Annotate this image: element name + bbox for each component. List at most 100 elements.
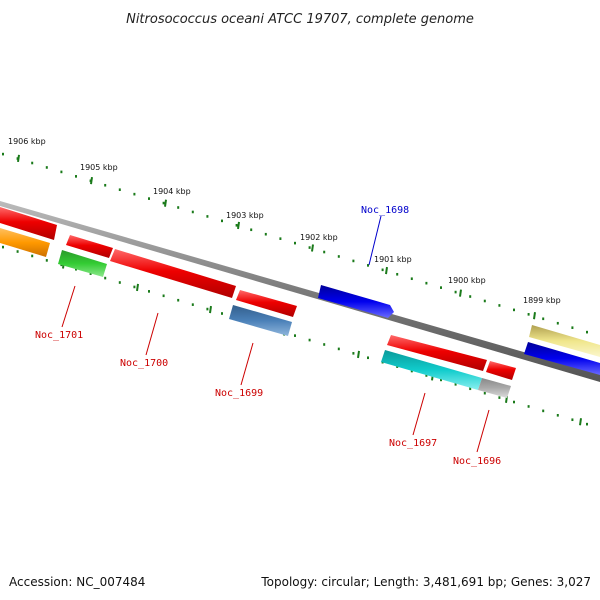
inner-scale-minor-tick bbox=[206, 307, 209, 311]
inner-scale-minor-tick bbox=[89, 272, 92, 275]
inner-scale-minor-tick bbox=[440, 378, 442, 382]
gene-label-leaders bbox=[61, 215, 490, 453]
leader-noc-1698 bbox=[368, 215, 382, 266]
inner-scale-minor-tick bbox=[513, 400, 515, 404]
gene-label-noc-1700[interactable]: Noc_1700 bbox=[120, 358, 168, 369]
outer-scale-minor-tick bbox=[498, 304, 501, 307]
outer-scale-major-tick bbox=[164, 199, 167, 207]
outer-scale-minor-tick bbox=[264, 232, 267, 236]
outer-scale-minor-tick bbox=[425, 281, 428, 285]
outer-scale-minor-tick bbox=[352, 259, 355, 263]
outer-scale-minor-tick bbox=[323, 250, 326, 254]
outer-scale-minor-tick bbox=[337, 255, 340, 258]
leader-noc-1696 bbox=[476, 409, 490, 453]
inner-scale-major-tick bbox=[136, 283, 139, 292]
outer-scale-minor-tick bbox=[60, 170, 63, 174]
inner-scale-minor-tick bbox=[162, 294, 165, 298]
leader-noc-1700 bbox=[145, 312, 159, 356]
gene-feature-red-1697[interactable] bbox=[387, 335, 487, 371]
leader-noc-1697 bbox=[412, 392, 426, 436]
outer-scale-minor-tick bbox=[118, 188, 121, 192]
outer-scale-major-tick bbox=[237, 221, 240, 230]
gene-feature-red-1702[interactable] bbox=[0, 207, 57, 240]
outer-scale-minor-tick bbox=[31, 161, 34, 165]
inner-scale-minor-tick bbox=[45, 259, 48, 262]
gene-label-noc-1697[interactable]: Noc_1697 bbox=[389, 438, 437, 449]
gene-feature-green-1701[interactable] bbox=[58, 250, 107, 277]
outer-scale-minor-tick bbox=[177, 206, 180, 209]
leader-noc-1699 bbox=[240, 342, 254, 386]
gene-feature-gray-1696[interactable] bbox=[478, 378, 511, 398]
inner-scale-minor-tick bbox=[571, 418, 574, 422]
gene-label-noc-1701[interactable]: Noc_1701 bbox=[35, 330, 83, 341]
outer-scale-minor-tick bbox=[206, 215, 209, 218]
inner-scale-minor-tick bbox=[367, 356, 369, 360]
inner-scale-minor-tick bbox=[133, 285, 136, 289]
outer-scale-minor-tick bbox=[45, 166, 48, 169]
outer-scale-minor-tick bbox=[133, 192, 136, 196]
outer-scale-minor-tick bbox=[367, 264, 369, 267]
scale-label-1906: 1906 kbp bbox=[8, 137, 46, 146]
scale-label-1904: 1904 kbp bbox=[153, 187, 191, 196]
outer-scale-minor-tick bbox=[221, 219, 223, 223]
inner-scale-minor-tick bbox=[221, 312, 223, 315]
inner-scale-minor-tick bbox=[586, 422, 588, 426]
inner-scale-major-tick bbox=[209, 305, 212, 314]
outer-scale-minor-tick bbox=[104, 183, 107, 187]
inner-scale-minor-tick bbox=[425, 374, 428, 377]
gene-feature-cyan-1697[interactable] bbox=[381, 350, 482, 390]
outer-scale-minor-tick bbox=[250, 228, 253, 232]
inner-scale-minor-tick bbox=[323, 343, 326, 346]
outer-scale-minor-tick bbox=[440, 286, 442, 289]
gene-label-noc-1698[interactable]: Noc_1698 bbox=[361, 205, 409, 216]
gene-feature-blue-1695[interactable] bbox=[524, 342, 600, 375]
inner-scale-minor-tick bbox=[498, 396, 501, 399]
gene-label-noc-1696[interactable]: Noc_1696 bbox=[453, 456, 501, 467]
gene-feature-red-1700[interactable] bbox=[110, 249, 236, 298]
outer-scale-minor-tick bbox=[527, 313, 530, 316]
leader-noc-1701 bbox=[61, 285, 76, 328]
inner-scale-minor-tick bbox=[177, 298, 180, 302]
inner-scale-minor-tick bbox=[294, 334, 296, 337]
inner-scale-minor-tick bbox=[352, 352, 355, 355]
outer-scale-minor-tick bbox=[235, 224, 238, 227]
outer-scale-minor-tick bbox=[469, 295, 472, 298]
outer-scale-minor-tick bbox=[148, 197, 150, 200]
inner-scale-minor-tick bbox=[104, 276, 107, 280]
outer-scale-minor-tick bbox=[162, 201, 165, 205]
inner-scale-major-tick bbox=[579, 418, 582, 426]
scale-label-1901: 1901 kbp bbox=[374, 255, 412, 264]
outer-scale-minor-tick bbox=[556, 321, 559, 325]
inner-scale-minor-tick bbox=[410, 369, 413, 373]
outer-scale-minor-tick bbox=[586, 330, 588, 334]
inner-scale-minor-tick bbox=[483, 391, 486, 395]
inner-scale-minor-tick bbox=[16, 250, 19, 253]
gene-feature-red-1696[interactable] bbox=[486, 361, 516, 380]
genome-backbone bbox=[0, 201, 600, 382]
gene-feature-khaki-1695[interactable] bbox=[529, 325, 600, 357]
reverse-strand-features bbox=[0, 228, 600, 398]
gene-feature-red-1699[interactable] bbox=[236, 290, 297, 317]
gene-feature-red-1701[interactable] bbox=[66, 235, 113, 258]
scale-label-1899: 1899 kbp bbox=[523, 296, 561, 305]
inner-scale-minor-tick bbox=[527, 405, 530, 408]
gene-feature-steelblue-1699[interactable] bbox=[229, 305, 292, 336]
outer-scale-minor-tick bbox=[513, 308, 515, 312]
outer-scale-minor-tick bbox=[308, 246, 311, 249]
outer-scale-minor-tick bbox=[381, 268, 384, 272]
outer-scale-minor-tick bbox=[571, 326, 574, 329]
inner-scale-minor-tick bbox=[191, 303, 194, 306]
scale-label-1903: 1903 kbp bbox=[226, 211, 264, 220]
outer-scale-minor-tick bbox=[75, 175, 77, 178]
outer-scale-minor-tick bbox=[191, 210, 194, 214]
inner-scale-minor-tick bbox=[542, 409, 545, 413]
inner-scale-minor-tick bbox=[148, 290, 150, 293]
accession-text: Accession: NC_007484 bbox=[9, 575, 145, 589]
gene-feature-orange-1702[interactable] bbox=[0, 228, 50, 257]
inner-scale-minor-tick bbox=[469, 387, 472, 391]
scale-label-1900: 1900 kbp bbox=[448, 276, 486, 285]
genome-summary-text: Topology: circular; Length: 3,481,691 bp… bbox=[260, 575, 591, 589]
gene-label-noc-1699[interactable]: Noc_1699 bbox=[215, 388, 263, 399]
gene-feature-blue-1698[interactable] bbox=[318, 285, 394, 318]
